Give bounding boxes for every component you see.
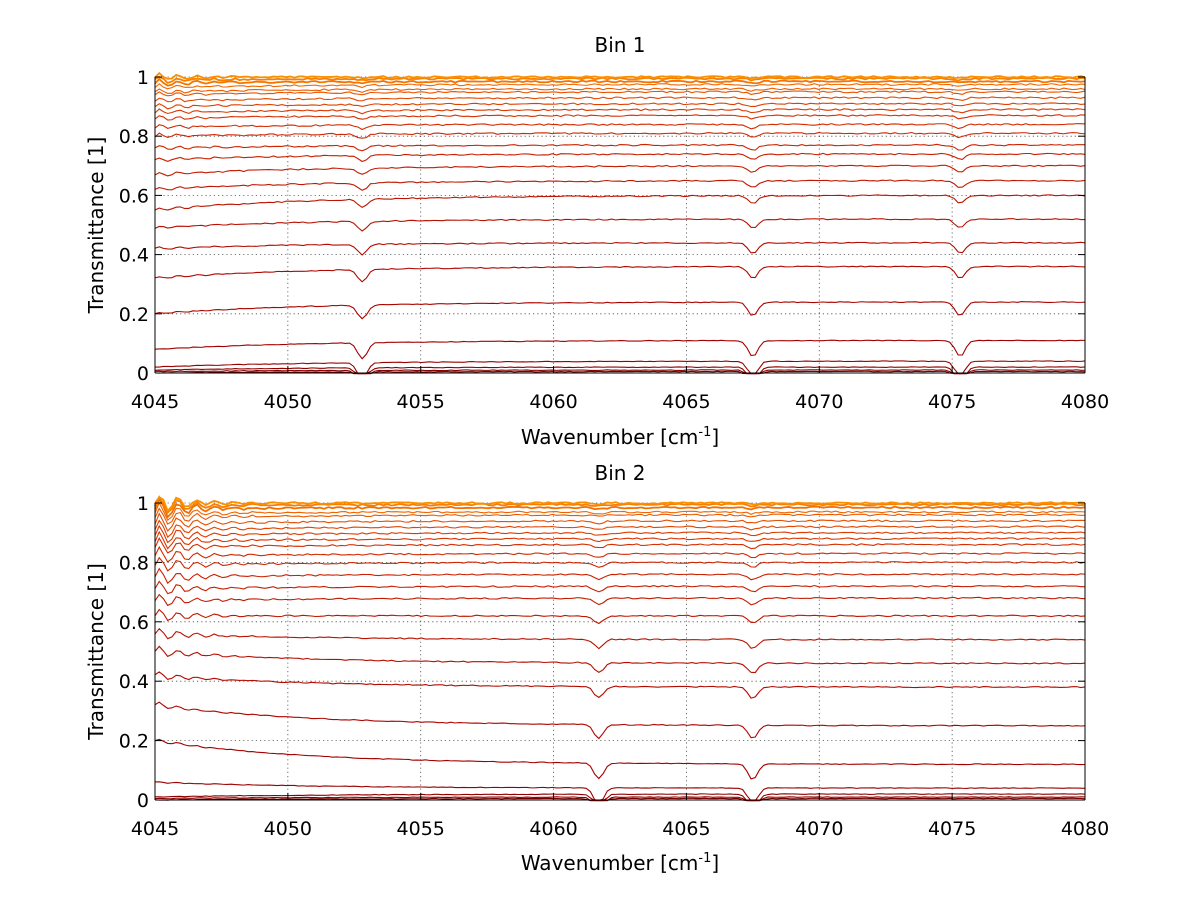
x-tick-label: 4060 <box>529 391 577 413</box>
series-line <box>154 71 1086 80</box>
chart-bin-2: Bin 2 4045 4050 4055 4060 4065 4070 4075 4080 0 0.… <box>84 461 1109 875</box>
series-line <box>154 781 1086 802</box>
series-line <box>154 102 1086 110</box>
x-tick-label: 4055 <box>397 818 445 840</box>
y-tick-label: 0 <box>137 363 149 385</box>
x-tick-label: 4065 <box>662 391 710 413</box>
y-tick-label: 0.4 <box>119 671 149 693</box>
series-line <box>154 556 1086 572</box>
series-line <box>154 339 1086 360</box>
x-tick-label: 4045 <box>131 818 179 840</box>
y-tick-label: 0.8 <box>119 552 149 574</box>
series-line <box>154 793 1086 802</box>
series-line <box>154 593 1086 607</box>
series-line <box>154 545 1086 563</box>
series-line <box>154 143 1086 152</box>
series-line <box>154 366 1086 375</box>
y-tick-label: 0 <box>137 790 149 812</box>
series-line <box>154 152 1086 163</box>
series-line <box>154 495 1086 513</box>
x-tick-label: 4080 <box>1061 391 1109 413</box>
series-line <box>154 580 1086 595</box>
x-tick-label: 4050 <box>264 818 312 840</box>
series-line <box>154 360 1086 375</box>
series-line <box>154 501 1086 522</box>
series-line <box>154 671 1086 699</box>
chart-title: Bin 2 <box>594 461 645 485</box>
series-line <box>154 218 1086 232</box>
y-tick-label: 0.2 <box>119 731 149 753</box>
y-tick-label: 0.6 <box>119 612 149 634</box>
series-line <box>154 497 1086 519</box>
x-tick-label: 4075 <box>928 391 976 413</box>
series-line <box>154 83 1086 90</box>
x-tick-label: 4065 <box>662 818 710 840</box>
series-line <box>154 701 1086 740</box>
series-line <box>154 123 1086 131</box>
series-line <box>154 512 1086 532</box>
series-line <box>154 797 1086 802</box>
series-line <box>154 87 1086 94</box>
x-tick-label: 4070 <box>795 391 843 413</box>
series-line <box>154 164 1086 177</box>
series-line <box>154 524 1086 544</box>
series-line <box>154 108 1086 115</box>
series-line <box>154 507 1086 525</box>
series-line <box>154 536 1086 554</box>
series-line <box>154 194 1086 211</box>
series-line <box>154 608 1086 625</box>
series-line <box>154 519 1086 538</box>
series-line <box>154 796 1086 802</box>
x-axis-label: Wavenumber [cm-1] <box>521 851 719 875</box>
chart-title: Bin 1 <box>594 33 645 57</box>
series-line <box>154 241 1086 256</box>
series-line <box>154 96 1086 103</box>
y-axis-label: Transmittance [1] <box>84 137 108 315</box>
series-line <box>154 301 1086 320</box>
x-tick-label: 4050 <box>264 391 312 413</box>
series-line <box>154 131 1086 139</box>
series-line <box>154 370 1086 375</box>
series-line <box>154 369 1086 375</box>
series-line <box>154 530 1086 550</box>
x-tick-label: 4070 <box>795 818 843 840</box>
series-line <box>154 627 1086 650</box>
y-tick-label: 0.2 <box>119 304 149 326</box>
series-line <box>154 567 1086 584</box>
series-line <box>154 179 1086 191</box>
y-tick-label: 1 <box>137 67 149 89</box>
x-axis-label: Wavenumber [cm-1] <box>521 425 719 449</box>
series-line <box>154 114 1086 121</box>
y-axis-label: Transmittance [1] <box>84 563 108 741</box>
y-tick-label: 0.6 <box>119 185 149 207</box>
series-line <box>154 645 1086 674</box>
x-tick-label: 4080 <box>1061 818 1109 840</box>
series-line <box>154 738 1086 780</box>
series-line <box>154 495 1086 514</box>
series-line <box>154 90 1086 97</box>
x-tick-label: 4075 <box>928 818 976 840</box>
y-tick-label: 1 <box>137 493 149 515</box>
y-tick-label: 0.4 <box>119 245 149 267</box>
y-tick-label: 0.8 <box>119 126 149 148</box>
x-tick-label: 4045 <box>131 391 179 413</box>
x-tick-label: 4055 <box>397 391 445 413</box>
series-line <box>154 265 1086 283</box>
series-line <box>154 77 1086 87</box>
chart-bin-1: Bin 1 4045 4050 4055 4060 4065 4070 4075 4080 0 0.… <box>84 33 1109 449</box>
x-tick-label: 4060 <box>529 818 577 840</box>
